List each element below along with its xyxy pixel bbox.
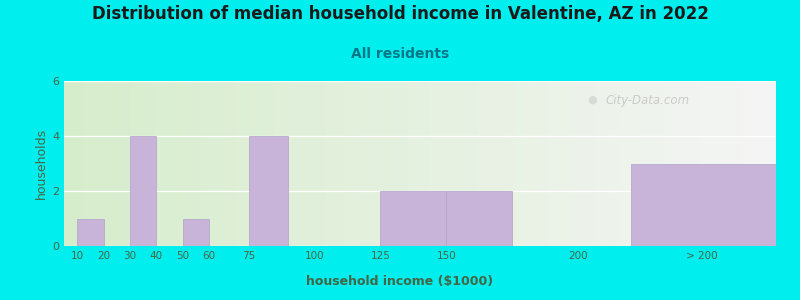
Bar [631,164,776,246]
Y-axis label: households: households [35,128,48,199]
Text: City-Data.com: City-Data.com [605,94,690,107]
Bar [381,191,446,246]
Text: ●: ● [587,94,597,104]
Bar [182,218,209,246]
Text: household income ($1000): household income ($1000) [306,275,494,288]
Text: All residents: All residents [351,46,449,61]
Bar [249,136,288,246]
Bar [446,191,512,246]
Bar [77,218,103,246]
Text: Distribution of median household income in Valentine, AZ in 2022: Distribution of median household income … [91,4,709,22]
Bar [130,136,156,246]
